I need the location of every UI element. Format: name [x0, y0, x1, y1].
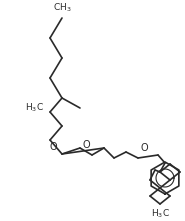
Text: O: O — [82, 140, 90, 150]
Text: CH$_3$: CH$_3$ — [53, 2, 71, 14]
Text: H$_3$C: H$_3$C — [25, 102, 44, 114]
Text: O: O — [140, 143, 148, 153]
Text: O: O — [49, 142, 57, 152]
Text: H$_3$C: H$_3$C — [151, 208, 169, 221]
